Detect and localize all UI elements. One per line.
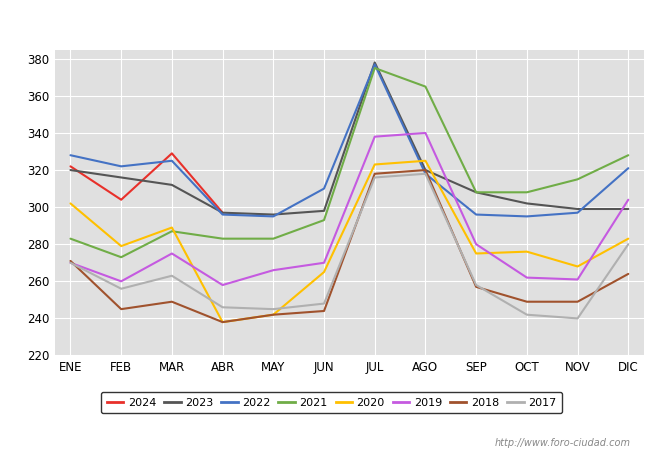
Legend: 2024, 2023, 2022, 2021, 2020, 2019, 2018, 2017: 2024, 2023, 2022, 2021, 2020, 2019, 2018…: [101, 392, 562, 413]
Text: Afiliados en Esterri d'Àneu a 31/5/2024: Afiliados en Esterri d'Àneu a 31/5/2024: [149, 14, 501, 32]
Text: http://www.foro-ciudad.com: http://www.foro-ciudad.com: [495, 438, 630, 448]
